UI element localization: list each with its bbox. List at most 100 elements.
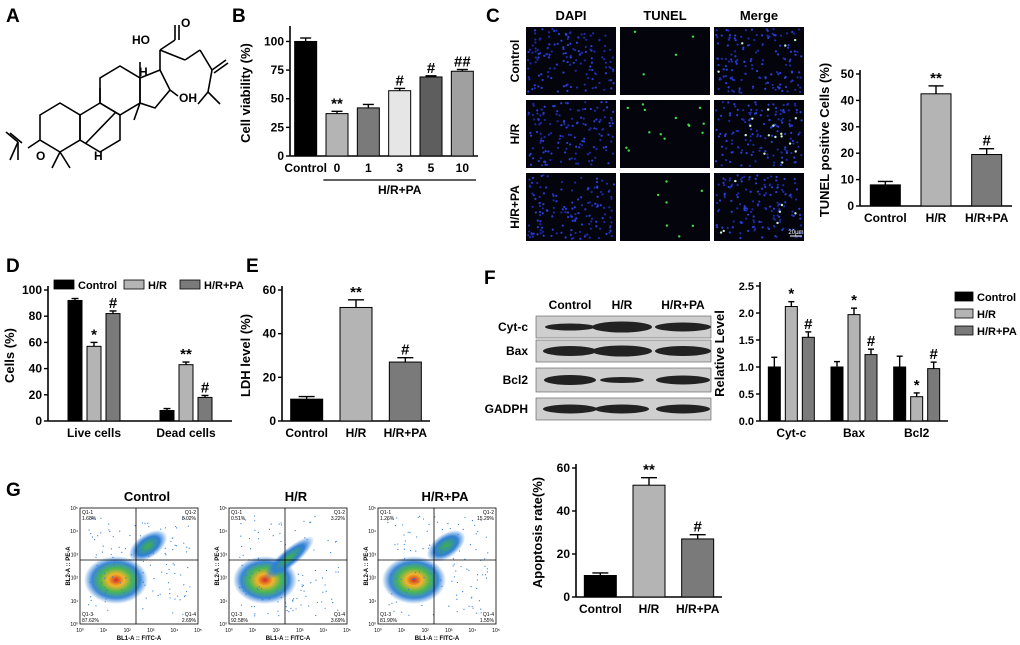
nucleus-dot xyxy=(728,119,731,122)
scale-bar-label: 20μm xyxy=(788,230,803,236)
tunel-positive-dot xyxy=(625,146,628,149)
nucleus-dot xyxy=(556,146,559,149)
bar xyxy=(784,306,798,422)
event-dot xyxy=(101,551,104,553)
event-dot xyxy=(480,608,482,610)
event-dot xyxy=(104,591,106,593)
quadrant-stat: Q1-3 87.62% xyxy=(82,612,100,624)
nucleus-dot xyxy=(774,88,777,91)
nucleus-dot xyxy=(725,81,728,85)
nucleus-dot xyxy=(782,190,785,193)
event-dot xyxy=(324,584,326,586)
event-dot xyxy=(144,584,146,586)
y-tick-label: 80 xyxy=(29,309,43,323)
nucleus-dot xyxy=(798,71,801,74)
event-dot xyxy=(280,540,282,543)
chemical-labels: HO O OH H H O xyxy=(36,16,197,163)
event-dot xyxy=(292,598,295,600)
y-axis-title: LDH level (%) xyxy=(238,314,253,397)
nucleus-dot xyxy=(756,135,759,138)
tunel-positive-dot xyxy=(734,179,737,183)
bar xyxy=(388,90,412,157)
nucleus-dot xyxy=(730,199,733,202)
event-dot xyxy=(148,555,150,557)
nucleus-dot xyxy=(595,180,599,184)
nucleus-dot xyxy=(534,211,537,214)
event-dot xyxy=(437,521,439,523)
nucleus-dot xyxy=(532,104,535,107)
nucleus-dot xyxy=(584,107,587,111)
event-dot xyxy=(157,594,159,597)
event-dot xyxy=(257,538,260,540)
event-dot xyxy=(105,590,107,592)
flow-plot-title: H/R+PA xyxy=(421,489,469,504)
nucleus-dot xyxy=(560,231,563,234)
nucleus-dot xyxy=(539,37,542,40)
nucleus-dot xyxy=(740,164,743,167)
nucleus-dot xyxy=(797,28,801,31)
nucleus-dot xyxy=(547,133,550,136)
nucleus-dot xyxy=(758,192,761,196)
nucleus-dot xyxy=(545,186,548,189)
nucleus-dot xyxy=(541,212,544,215)
nucleus-dot xyxy=(751,208,754,211)
nucleus-dot xyxy=(730,53,733,56)
nucleus-dot xyxy=(591,87,594,90)
quadrant-stat: Q1-1 1.68% xyxy=(82,510,97,522)
tunel-positive-dot xyxy=(663,137,666,140)
nucleus-dot xyxy=(784,132,787,136)
event-dot xyxy=(407,531,409,533)
nucleus-dot xyxy=(774,107,778,110)
event-dot xyxy=(112,556,114,559)
event-dot xyxy=(101,582,103,584)
nucleus-dot xyxy=(562,47,565,51)
nucleus-dot xyxy=(547,56,551,59)
nucleus-dot xyxy=(532,102,535,106)
event-dot xyxy=(152,552,154,554)
nucleus-dot xyxy=(568,158,571,161)
event-dot xyxy=(458,550,461,552)
event-dot xyxy=(272,535,274,537)
event-dot xyxy=(106,589,109,591)
event-dot xyxy=(476,579,478,581)
nucleus-dot xyxy=(749,190,752,193)
nucleus-dot xyxy=(776,130,779,133)
event-dot xyxy=(325,590,327,592)
nucleus-dot xyxy=(750,153,753,156)
nucleus-dot xyxy=(582,122,585,125)
nucleus-dot xyxy=(565,56,568,59)
nucleus-dot xyxy=(603,49,606,53)
nucleus-dot xyxy=(592,146,596,149)
nucleus-dot xyxy=(764,77,767,80)
flow-y-tick: 10³ xyxy=(369,552,377,558)
event-dot xyxy=(96,564,98,567)
nucleus-dot xyxy=(766,156,769,159)
event-dot xyxy=(475,549,477,551)
nucleus-dot xyxy=(790,124,793,127)
y-tick-label: 0 xyxy=(35,414,42,428)
nucleus-dot xyxy=(555,200,558,203)
flow-x-tick: 10⁵ xyxy=(343,628,351,634)
event-dot xyxy=(260,588,263,590)
event-dot xyxy=(184,517,186,519)
nucleus-dot xyxy=(585,73,588,76)
x-tick-label: H/R xyxy=(639,602,660,616)
nucleus-dot xyxy=(544,163,547,166)
nucleus-dot xyxy=(610,209,613,212)
nucleus-dot xyxy=(559,134,562,138)
nucleus-dot xyxy=(546,52,549,56)
nucleus-dot xyxy=(779,34,782,37)
nucleus-dot xyxy=(557,32,561,36)
nucleus-dot xyxy=(601,56,604,59)
nucleus-dot xyxy=(531,51,534,54)
significance-marker: # xyxy=(693,519,702,536)
nucleus-dot xyxy=(593,186,596,189)
nucleus-dot xyxy=(796,76,799,79)
nucleus-dot xyxy=(583,83,586,86)
event-dot xyxy=(421,604,423,607)
nucleus-dot xyxy=(793,102,796,105)
event-dot xyxy=(142,572,144,574)
chart-e: 0 20 40 60 LDH level (%) Control ** H/R # H/R+PA xyxy=(238,283,430,440)
nucleus-dot xyxy=(746,213,750,216)
nucleus-dot xyxy=(715,34,718,37)
